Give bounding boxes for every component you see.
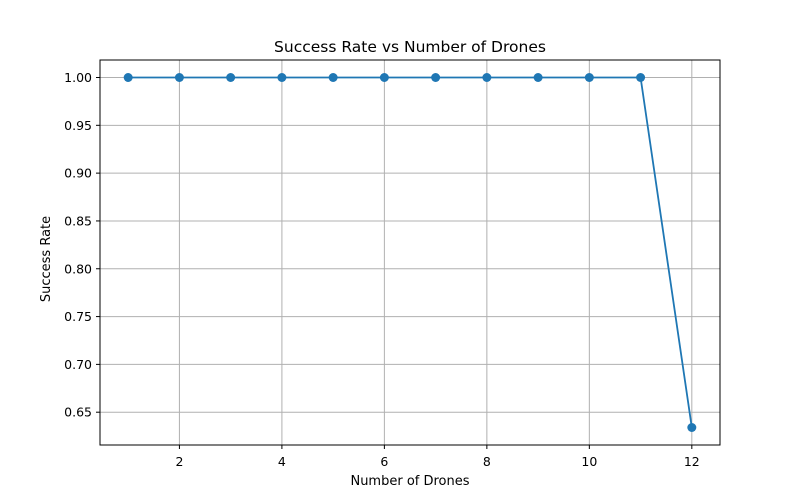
y-tick-label: 0.95 — [64, 118, 92, 133]
data-point — [584, 73, 594, 82]
data-point — [687, 423, 697, 432]
x-tick-label: 6 — [380, 454, 388, 469]
y-tick-label: 0.75 — [64, 309, 92, 324]
x-tick-label: 4 — [278, 454, 286, 469]
plot-frame — [99, 59, 721, 446]
data-point — [328, 73, 338, 82]
y-tick-label: 0.90 — [64, 166, 92, 181]
x-tick-label: 8 — [483, 454, 491, 469]
data-point — [277, 73, 287, 82]
data-point — [123, 73, 133, 82]
data-point — [533, 73, 543, 82]
y-tick-label: 0.65 — [64, 405, 92, 420]
x-axis-label: Number of Drones — [350, 474, 469, 489]
data-point — [482, 73, 492, 82]
data-point — [174, 73, 184, 82]
data-point — [636, 73, 646, 82]
data-point — [379, 73, 389, 82]
y-tick-label: 0.80 — [64, 261, 92, 276]
x-tick-label: 12 — [684, 454, 700, 469]
y-tick-label: 0.85 — [64, 213, 92, 228]
series-line — [128, 76, 693, 428]
x-tick-label: 10 — [581, 454, 597, 469]
data-point — [431, 73, 441, 82]
x-tick-label: 2 — [175, 454, 183, 469]
y-tick-label: 1.00 — [64, 70, 92, 85]
data-point — [226, 73, 236, 82]
series-layer — [123, 73, 697, 432]
chart-title: Success Rate vs Number of Drones — [274, 38, 546, 56]
y-tick-label: 0.70 — [64, 357, 92, 372]
axes: 2 4 6 8 10 12 0.65 0.70 0.75 0.80 0.85 0.90 0.95 1.00 — [64, 59, 721, 469]
y-axis-label: Success Rate — [39, 216, 54, 302]
